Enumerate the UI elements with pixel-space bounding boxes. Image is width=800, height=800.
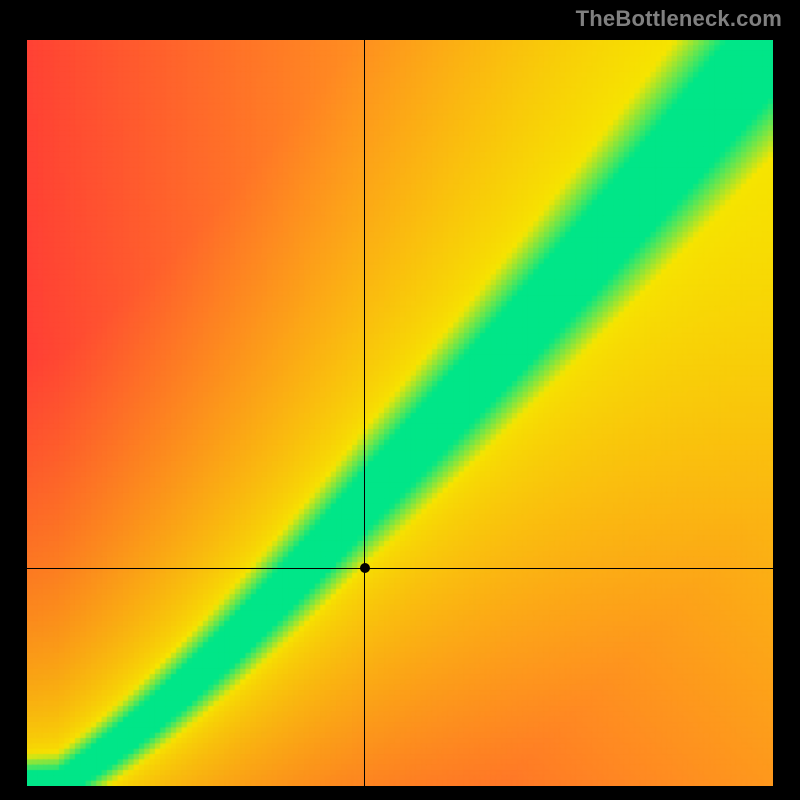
- crosshair-horizontal: [27, 568, 773, 569]
- crosshair-vertical: [364, 40, 365, 786]
- bottleneck-heatmap-canvas: [27, 40, 773, 786]
- watermark-text: TheBottleneck.com: [576, 6, 782, 32]
